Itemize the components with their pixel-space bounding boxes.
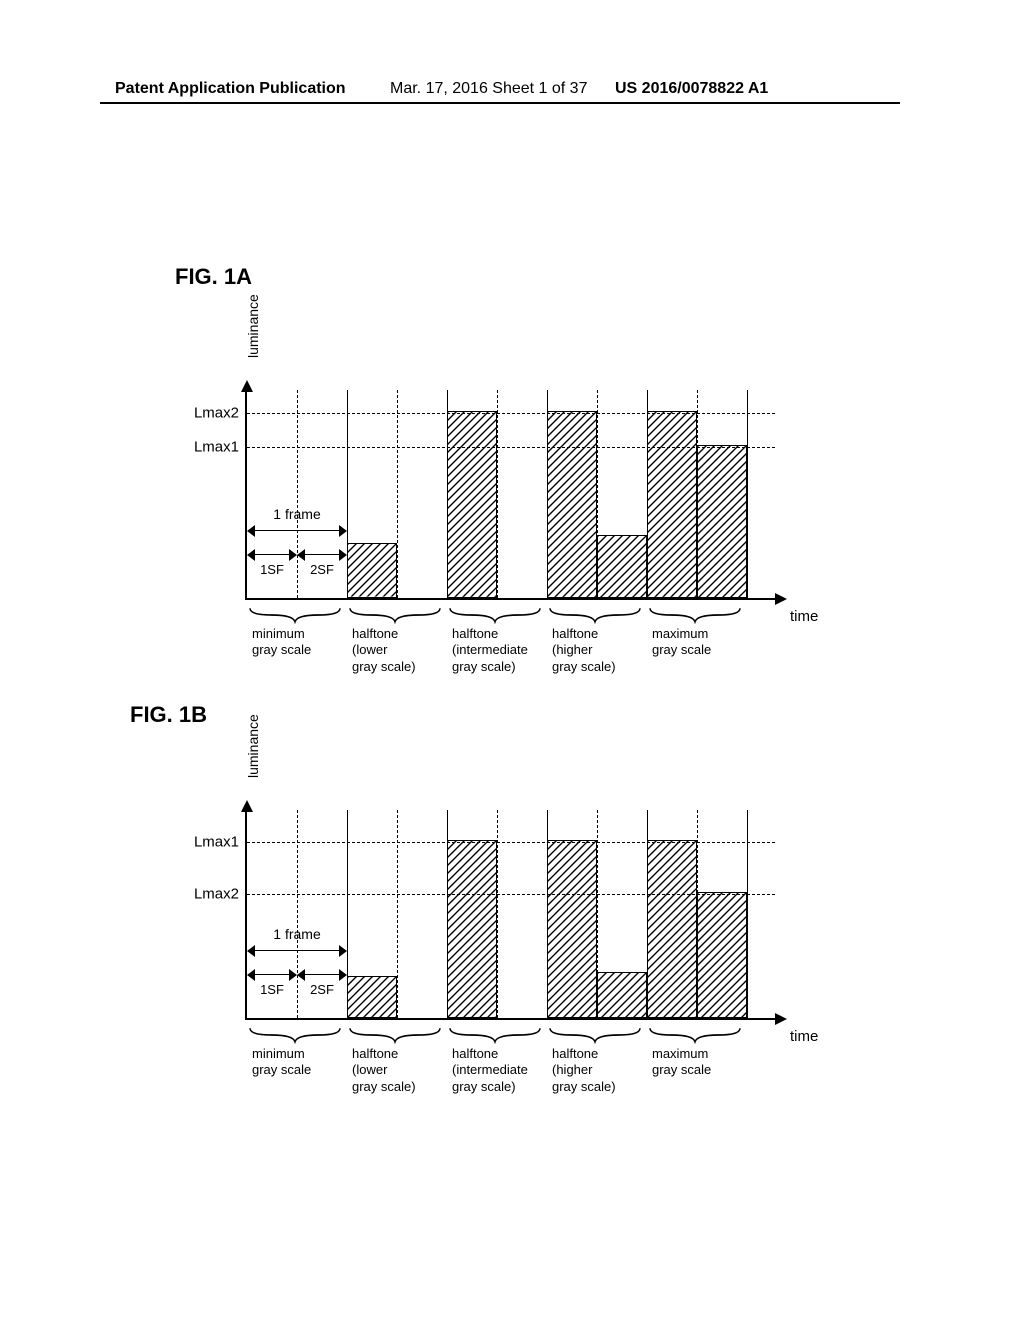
category-4: maximumgray scale (648, 1026, 742, 1079)
sf2-label: 2SF (297, 982, 347, 997)
fig1b-y-axis-label: luminance (245, 714, 261, 778)
subframe-divider (397, 390, 398, 598)
page: Patent Application Publication Mar. 17, … (0, 0, 1024, 1320)
fig1b-axes: Lmax1Lmax2 1 frame 1SF 2SF (245, 810, 775, 1020)
y-axis-arrow-icon (241, 800, 253, 812)
frame-divider (747, 810, 748, 1018)
category-2: halftone(intermediategray scale) (448, 606, 542, 675)
frame-span-arrow-icon (247, 524, 347, 538)
fig1a-x-axis-label: time (790, 608, 818, 625)
bar-sf1 (547, 840, 597, 1019)
subframe-divider (397, 810, 398, 1018)
bar-sf2 (597, 535, 647, 598)
sf1-span-arrow-icon (247, 548, 297, 562)
category-2: halftone(intermediategray scale) (448, 1026, 542, 1095)
x-axis-arrow-icon (775, 1013, 787, 1025)
figure-1b-chart: luminance Lmax1Lmax2 1 frame 1SF 2SF tim… (245, 810, 775, 1020)
fig1a-y-axis-label: luminance (245, 294, 261, 358)
header-mid: Mar. 17, 2016 Sheet 1 of 37 (390, 80, 587, 98)
frame-divider (747, 390, 748, 598)
figure-1a-chart: luminance Lmax2Lmax1 1 frame 1SF 2SF tim… (245, 390, 775, 600)
bar-sf1 (647, 840, 697, 1019)
header-divider (100, 102, 900, 104)
category-1: halftone(lowergray scale) (348, 606, 442, 675)
frame-label: 1 frame (247, 926, 347, 942)
bar-sf1 (347, 543, 397, 598)
tick-label-lmax1: Lmax1 (194, 833, 247, 850)
tick-label-lmax1: Lmax1 (194, 438, 247, 455)
sf1-label: 1SF (247, 982, 297, 997)
sf1-span-arrow-icon (247, 968, 297, 982)
sf2-label: 2SF (297, 562, 347, 577)
sf2-span-arrow-icon (297, 548, 347, 562)
y-axis-arrow-icon (241, 380, 253, 392)
header-right: US 2016/0078822 A1 (615, 80, 768, 98)
tick-label-lmax2: Lmax2 (194, 405, 247, 422)
subframe-divider (497, 810, 498, 1018)
frame-annotations: 1 frame 1SF 2SF (247, 926, 347, 942)
header-left: Patent Application Publication (115, 80, 346, 98)
bar-sf2 (597, 972, 647, 1018)
figure-1a-title: FIG. 1A (175, 264, 252, 290)
bar-sf1 (647, 411, 697, 598)
category-4: maximumgray scale (648, 606, 742, 659)
bar-sf1 (547, 411, 597, 598)
sf1-label: 1SF (247, 562, 297, 577)
figure-1b-title: FIG. 1B (130, 702, 207, 728)
category-0: minimumgray scale (248, 606, 342, 659)
category-3: halftone(highergray scale) (548, 606, 642, 675)
frame-label: 1 frame (247, 506, 347, 522)
fig1a-axes: Lmax2Lmax1 1 frame 1SF 2SF (245, 390, 775, 600)
subframe-divider (497, 390, 498, 598)
category-1: halftone(lowergray scale) (348, 1026, 442, 1095)
bar-sf2 (697, 445, 747, 598)
sf2-span-arrow-icon (297, 968, 347, 982)
bar-sf2 (697, 892, 747, 1018)
frame-annotations: 1 frame 1SF 2SF (247, 506, 347, 522)
bar-sf1 (347, 976, 397, 1018)
category-3: halftone(highergray scale) (548, 1026, 642, 1095)
bar-sf1 (447, 411, 497, 598)
x-axis-arrow-icon (775, 593, 787, 605)
tick-label-lmax2: Lmax2 (194, 886, 247, 903)
frame-span-arrow-icon (247, 944, 347, 958)
bar-sf1 (447, 840, 497, 1019)
fig1b-x-axis-label: time (790, 1028, 818, 1045)
category-0: minimumgray scale (248, 1026, 342, 1079)
